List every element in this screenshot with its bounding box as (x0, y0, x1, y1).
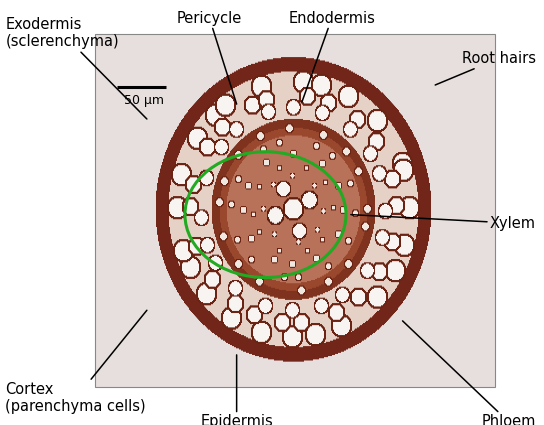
Bar (95, 34, 495, 387)
Text: Endodermis: Endodermis (288, 11, 375, 102)
Text: Cortex
(parenchyma cells): Cortex (parenchyma cells) (5, 310, 147, 414)
Text: 50 μm: 50 μm (124, 94, 164, 108)
Text: Exodermis
(sclerenchyma): Exodermis (sclerenchyma) (5, 17, 147, 119)
Text: Epidermis: Epidermis (200, 355, 273, 425)
Text: Xylem: Xylem (351, 215, 536, 231)
Text: Phloem: Phloem (403, 321, 536, 425)
Text: Root hairs: Root hairs (435, 51, 536, 85)
Text: Pericycle: Pericycle (177, 11, 242, 104)
